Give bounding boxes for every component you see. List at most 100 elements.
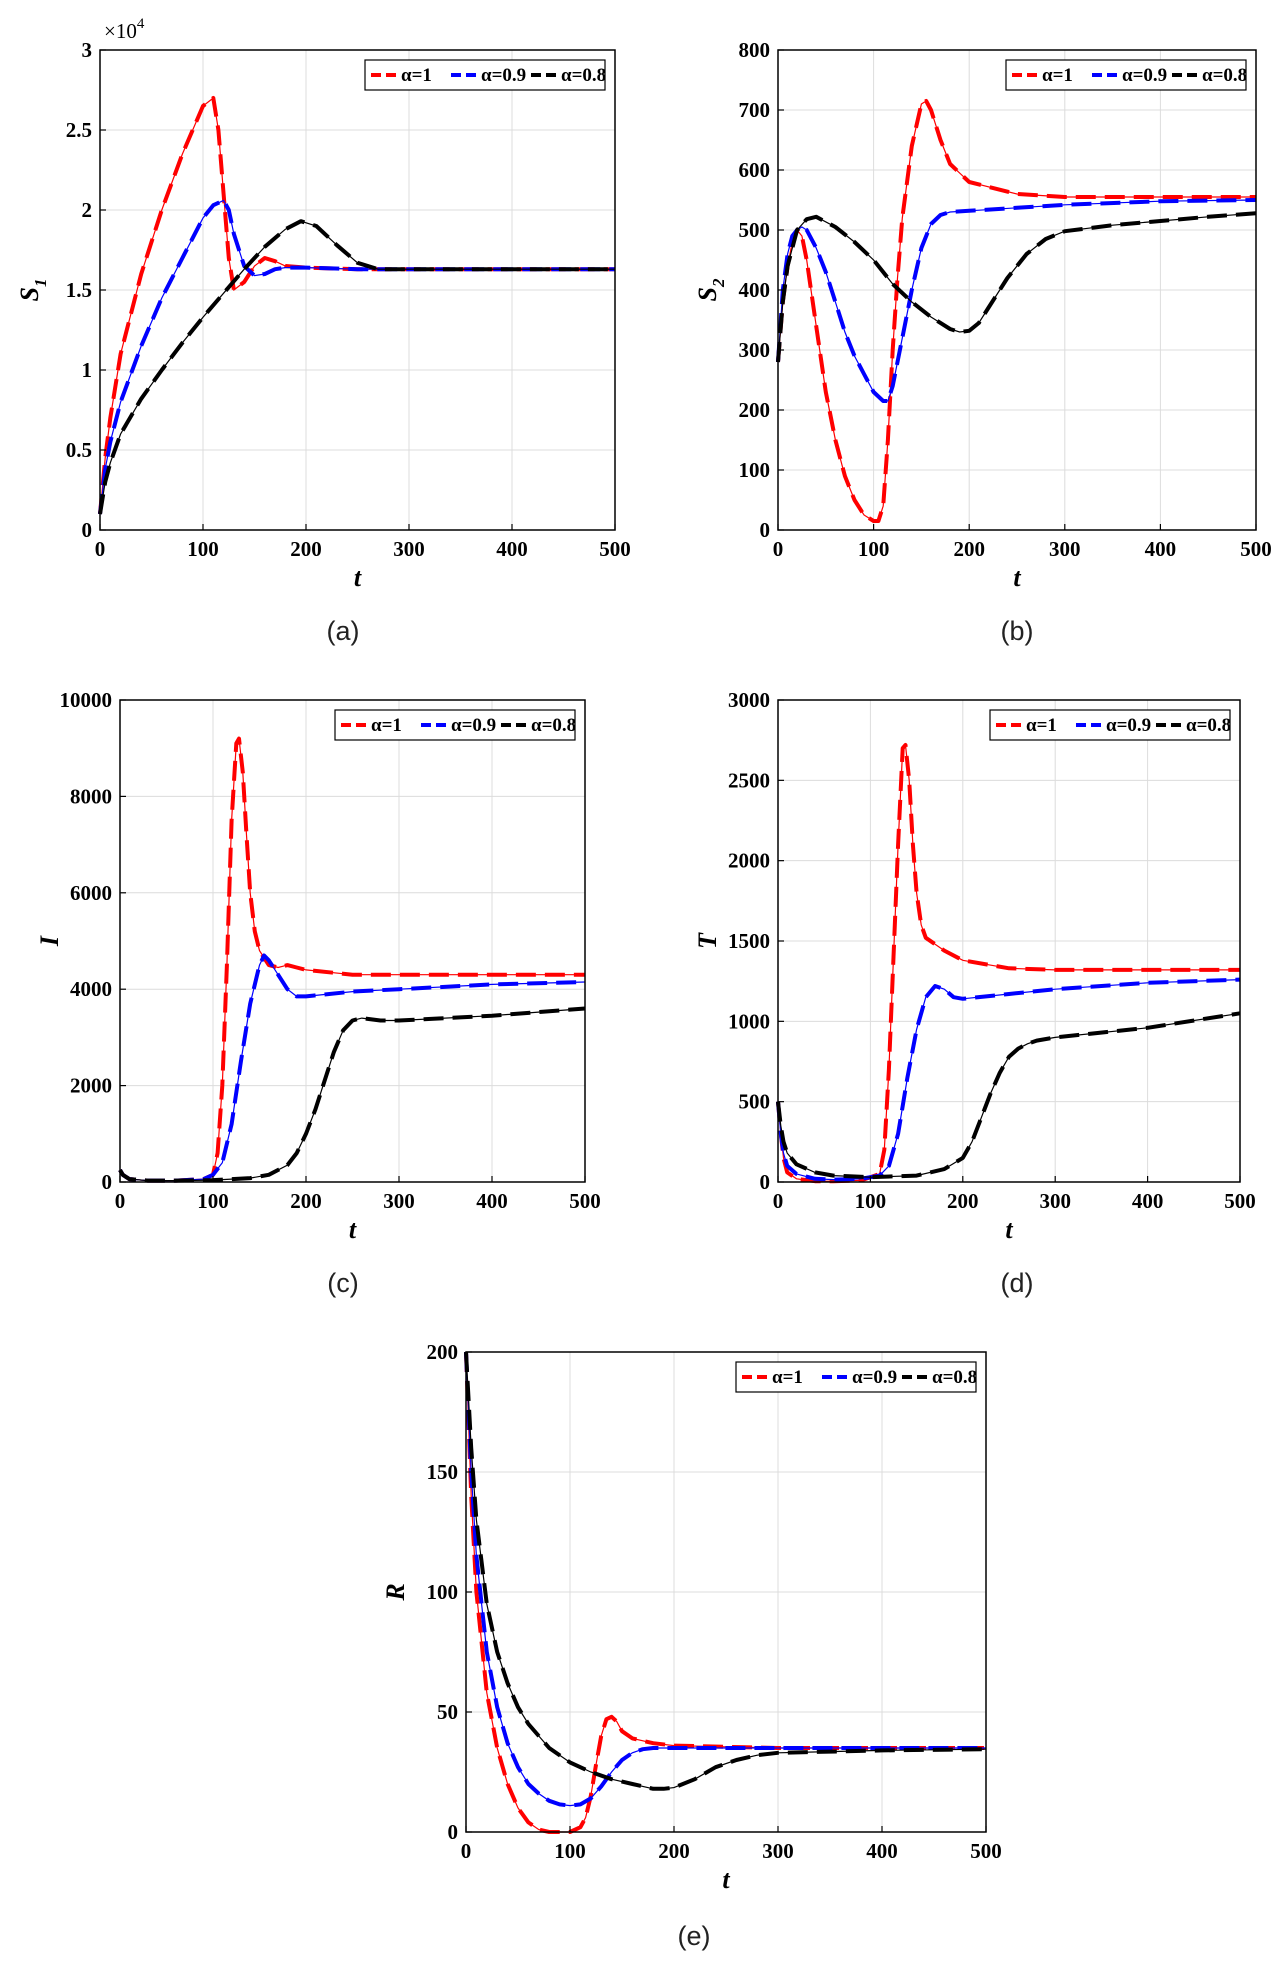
y-tick-label: 0	[760, 1170, 771, 1194]
x-tick-label: 500	[1240, 537, 1272, 561]
series-thin-line-α=1	[465, 1351, 986, 1833]
legend-label-α=1: α=1	[1026, 715, 1057, 736]
x-tick-label: 400	[866, 1839, 898, 1863]
y-tick-label: 500	[739, 218, 771, 242]
y-tick-label: 0	[82, 518, 93, 542]
x-tick-label: 0	[95, 537, 106, 561]
y-tick-label: 8000	[70, 784, 112, 808]
x-tick-label: 300	[393, 537, 425, 561]
y-axis-label-main: R	[381, 1583, 410, 1601]
x-tick-label: 200	[658, 1839, 690, 1863]
x-tick-label: 100	[855, 1189, 887, 1213]
x-tick-label: 400	[1145, 537, 1177, 561]
y-tick-label: 1000	[728, 1009, 770, 1033]
y-tick-label: 0	[102, 1170, 113, 1194]
y-tick-label: 400	[739, 278, 771, 302]
axes-frame	[119, 699, 586, 1183]
panel-caption: (e)	[678, 1921, 711, 1951]
x-tick-label: 0	[115, 1189, 126, 1213]
y-tick-label: 2500	[728, 768, 770, 792]
y-tick-label: 700	[739, 98, 771, 122]
legend-label-α=0.8: α=0.8	[1202, 65, 1247, 86]
series-thin-line-α=0.8	[99, 220, 615, 515]
legend-label-α=1: α=1	[371, 715, 402, 736]
y-tick-label: 800	[739, 38, 771, 62]
y-axis-label: T	[693, 932, 722, 949]
y-tick-label: 2.5	[66, 118, 92, 142]
x-tick-label: 500	[599, 537, 631, 561]
panel-caption: (b)	[1001, 616, 1034, 646]
x-tick-label: 300	[1039, 1189, 1071, 1213]
y-tick-label: 0.5	[66, 438, 92, 462]
y-tick-label: 0	[448, 1820, 459, 1844]
plot-area	[120, 700, 585, 1182]
legend: α=1 α=0.9 α=0.8	[334, 709, 576, 741]
y-tick-label: 100	[739, 458, 771, 482]
legend-label-α=0.8: α=0.8	[932, 1367, 977, 1388]
x-tick-label: 100	[197, 1189, 229, 1213]
legend-box	[735, 1361, 977, 1393]
y-axis-label-subscript: 2	[709, 278, 728, 288]
y-axis-label-main: T	[693, 932, 722, 949]
series-thin-line-α=0.9	[99, 199, 615, 515]
y-axis-label: R	[381, 1583, 410, 1601]
y-tick-label: 1500	[728, 929, 770, 953]
y-tick-label: 10000	[60, 688, 113, 712]
chart-panel-c: 0 100 200 300 400 500 0 2000 4000 6000 8000 10000 t I…	[35, 688, 601, 1298]
legend-box	[989, 709, 1231, 741]
panel-caption: (d)	[1001, 1268, 1034, 1298]
x-tick-label: 0	[773, 537, 784, 561]
legend-label-α=1: α=1	[1042, 65, 1073, 86]
legend-label-α=0.8: α=0.8	[531, 715, 576, 736]
x-tick-label: 300	[383, 1189, 415, 1213]
x-tick-label: 100	[554, 1839, 586, 1863]
legend: α=1 α=0.9 α=0.8	[364, 59, 606, 91]
x-tick-label: 300	[1049, 537, 1081, 561]
x-axis-label: t	[349, 1215, 357, 1244]
y-axis-label-main: S	[15, 287, 44, 301]
y-axis-label-main: I	[35, 935, 64, 947]
panel-caption: (a)	[327, 616, 360, 646]
series-thin-line-α=1	[777, 100, 1256, 522]
legend: α=1 α=0.9 α=0.8	[1005, 59, 1247, 91]
y-axis-label: I	[35, 935, 64, 947]
x-tick-label: 100	[187, 537, 219, 561]
x-tick-label: 0	[773, 1189, 784, 1213]
x-tick-label: 500	[569, 1189, 601, 1213]
y-exponent-power: 4	[137, 16, 145, 32]
y-tick-label: 4000	[70, 977, 112, 1001]
y-tick-label: 150	[427, 1460, 459, 1484]
x-tick-label: 400	[476, 1189, 508, 1213]
x-tick-label: 400	[496, 537, 528, 561]
x-tick-label: 500	[1224, 1189, 1256, 1213]
legend-label-α=0.9: α=0.9	[1122, 65, 1167, 86]
legend-label-α=0.9: α=0.9	[451, 715, 496, 736]
y-tick-label: 3000	[728, 688, 770, 712]
legend-label-α=0.9: α=0.9	[852, 1367, 897, 1388]
legend: α=1 α=0.9 α=0.8	[735, 1361, 977, 1393]
x-tick-label: 400	[1132, 1189, 1164, 1213]
y-axis-label: S1	[15, 279, 50, 302]
series-thin-line-α=0.8	[465, 1351, 987, 1790]
series-thin-line-α=0.8	[777, 1012, 1241, 1178]
y-exponent-label: ×104	[104, 16, 145, 43]
series-thin-line-α=0.9	[465, 1351, 986, 1807]
series-thin-line-α=0.9	[777, 199, 1257, 402]
y-tick-label: 300	[739, 338, 771, 362]
y-tick-label: 2000	[70, 1074, 112, 1098]
legend-label-α=0.8: α=0.8	[1186, 715, 1231, 736]
y-axis-label-main: S	[693, 287, 722, 301]
y-tick-label: 100	[427, 1580, 459, 1604]
y-exponent-base: ×10	[104, 19, 137, 43]
x-tick-label: 200	[953, 537, 985, 561]
chart-panel-d: 0 100 200 300 400 500 0 500 1000 1500 2000 2500 3000…	[693, 688, 1256, 1298]
x-tick-label: 500	[970, 1839, 1002, 1863]
series-thin-line-α=0.9	[777, 979, 1241, 1181]
y-tick-label: 1.5	[66, 278, 92, 302]
x-axis-label: t	[354, 563, 362, 592]
y-tick-label: 1	[82, 358, 93, 382]
x-tick-label: 100	[858, 537, 890, 561]
